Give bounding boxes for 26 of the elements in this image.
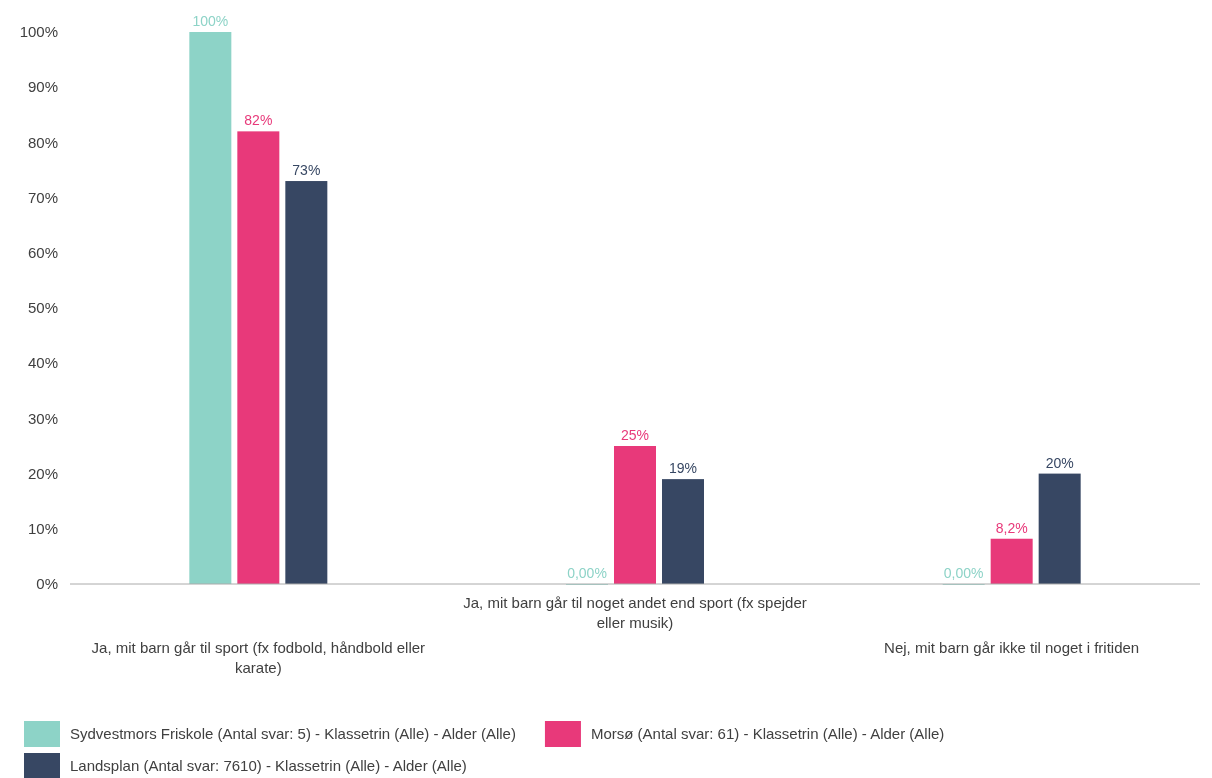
data-label: 8,2% (995, 519, 1028, 536)
x-tick-label: Ja, mit barn går til sport (fx fodbold, håndbold eller karate) (91, 639, 426, 676)
x-tick-label: Nej, mit barn går ikke til noget i fritiden (884, 639, 1140, 656)
legend-label: Morsø (Antal svar: 61) - Klassetrin (Alle) - Alder (Alle) (590, 725, 945, 743)
legend-label: Landsplan (Antal svar: 7610) - Klassetrin (Alle) - Alder (Alle) (70, 757, 467, 775)
y-tick-label: 90% (27, 78, 58, 96)
y-tick-label: 10% (27, 520, 58, 538)
y-tick-label: 50% (27, 299, 58, 317)
y-tick-label: 20% (27, 464, 58, 482)
data-label: 25% (620, 427, 650, 443)
data-label: 20% (1045, 454, 1074, 471)
data-label: 19% (668, 460, 698, 477)
data-label: 73% (292, 162, 321, 179)
y-tick-label: 60% (27, 244, 58, 262)
y-tick-label: 70% (27, 188, 58, 206)
y-tick-label: 100% (19, 23, 58, 41)
y-tick-label: 80% (27, 133, 58, 151)
y-tick-label: 40% (27, 354, 58, 372)
y-tick-label: 0% (36, 575, 58, 593)
legend-label: Sydvestmors Friskole (Antal svar: 5) - Klassetrin (Alle) - Alder (Alle) (70, 725, 516, 743)
data-label: 0,00% (567, 565, 607, 581)
data-label: 100% (192, 13, 229, 29)
data-label: 0,00% (943, 565, 984, 581)
data-label: 82% (244, 112, 273, 129)
x-tick-label: Ja, mit barn går til noget andet end sport (fx spejder eller musik) (463, 594, 807, 631)
y-tick-label: 30% (27, 409, 58, 427)
